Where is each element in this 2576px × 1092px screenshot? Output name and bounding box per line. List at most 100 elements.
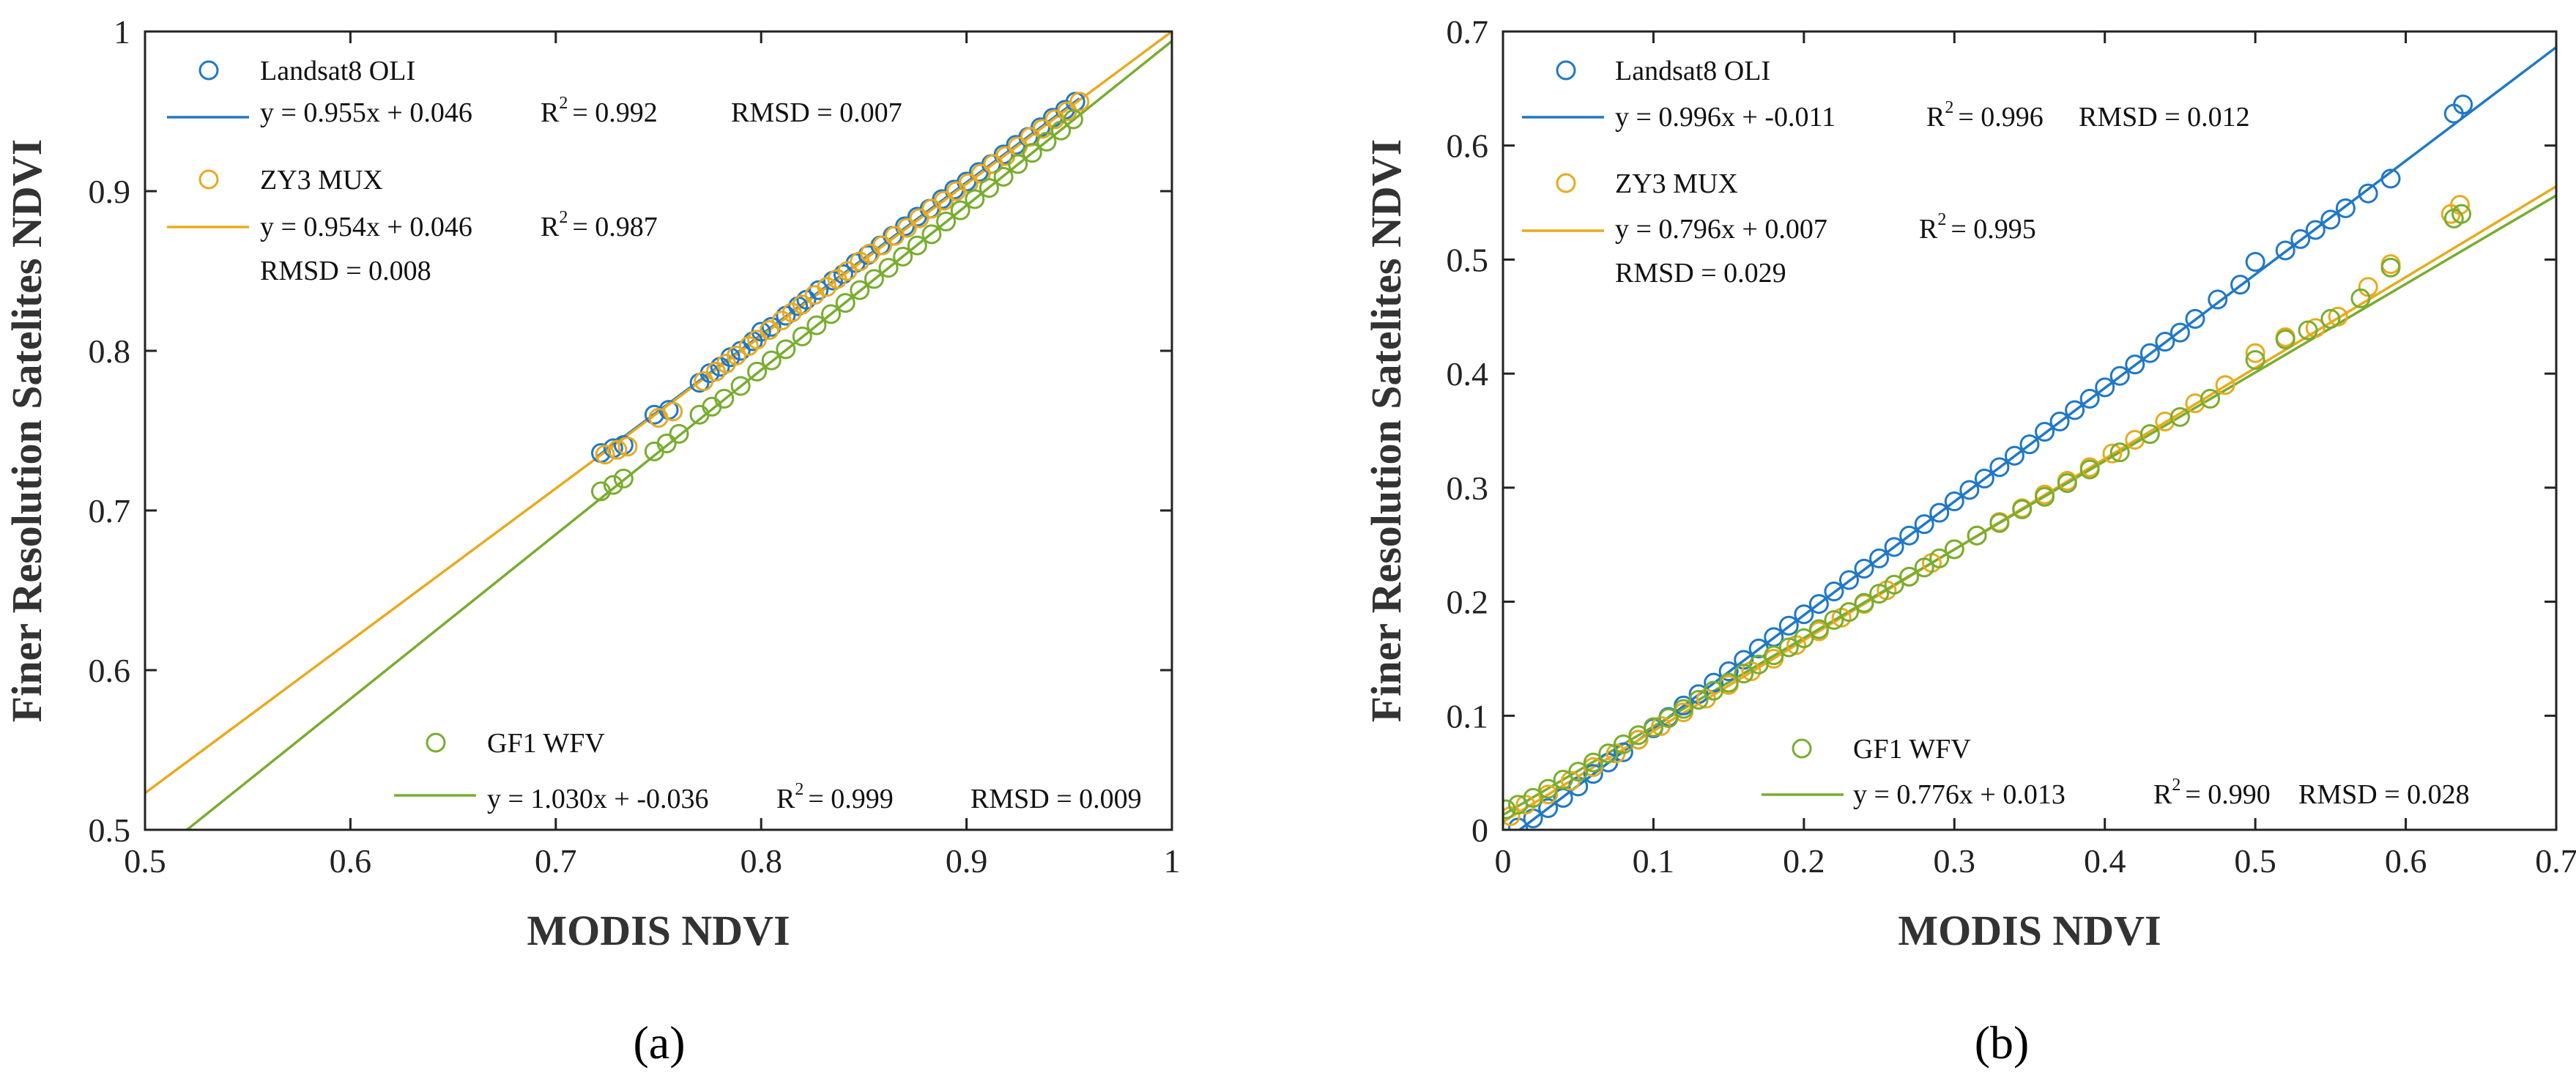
- legend-r-squared: R2 = 0.999: [776, 780, 894, 814]
- legend-series-name: GF1 WFV: [1853, 734, 1971, 765]
- data-point: [2035, 486, 2055, 507]
- legend-marker: [198, 60, 219, 81]
- data-point: [850, 280, 870, 300]
- legend-rmsd: RMSD = 0.029: [1615, 258, 1786, 289]
- data-point: [1718, 672, 1739, 693]
- data-point: [1063, 109, 1083, 130]
- axes-frame: [1502, 30, 2558, 831]
- y-tick-label: 0.2: [1447, 584, 1489, 621]
- data-point: [2245, 349, 2265, 370]
- fit-line-gf1: [185, 40, 1172, 830]
- data-point: [2275, 240, 2295, 261]
- data-point: [1959, 480, 1980, 500]
- data-point: [1794, 604, 1814, 625]
- data-point: [2451, 204, 2472, 224]
- legend-entry-zy3: ZY3 MUX y = 0.796x + 0.007 R2 = 0.995 RMSD =…: [1522, 168, 2036, 289]
- data-point: [1824, 609, 1844, 630]
- data-point: [2230, 275, 2251, 295]
- fit-line-landsat: [1517, 46, 2556, 830]
- data-point: [2320, 308, 2341, 329]
- legend-entry-gf1: GF1 WFV y = 0.776x + 0.013 R2 = 0.990 RMSD =…: [1762, 734, 2470, 810]
- data-point: [1503, 799, 1516, 820]
- legend-rmsd: RMSD = 0.007: [731, 97, 902, 128]
- data-point: [644, 404, 664, 425]
- panel-label: (b): [1975, 1017, 2030, 1069]
- data-point: [909, 208, 929, 229]
- data-point: [936, 211, 957, 231]
- data-point: [1899, 525, 1920, 546]
- data-point: [2139, 343, 2160, 363]
- data-point: [2200, 388, 2221, 409]
- x-tick-label: 0.3: [1934, 842, 1976, 880]
- data-point: [2049, 412, 2070, 432]
- series-gf1: [1503, 204, 2472, 820]
- x-tick-label: 0.2: [1783, 842, 1825, 880]
- legend-fit-equation: y = 0.955x + 0.046: [260, 97, 472, 128]
- data-point: [1808, 619, 1829, 639]
- data-point: [837, 261, 858, 281]
- data-point: [2275, 329, 2295, 349]
- data-point: [907, 235, 927, 256]
- data-point: [2169, 322, 2190, 343]
- legend-series-name: ZY3 MUX: [260, 165, 383, 196]
- legend-r-squared: R2 = 0.990: [2153, 776, 2271, 810]
- legend-entry-landsat: Landsat8 OLI y = 0.996x + -0.011 R2 = 0.996…: [1522, 56, 2250, 133]
- series-gf1: [590, 109, 1083, 502]
- data-point: [761, 350, 782, 371]
- data-point: [2245, 343, 2265, 363]
- legend-marker: [426, 732, 446, 753]
- data-point: [1583, 764, 1603, 784]
- panel-b: 0 0.1 0.2 0.3 0.4 0.5 0.6 0.7 0 0.1 0.2 0.3 0.4 0.5 0.…: [1362, 13, 2576, 1069]
- data-point: [835, 293, 855, 313]
- x-tick-label: 0.7: [2535, 842, 2576, 880]
- data-point: [833, 264, 853, 284]
- data-point: [2208, 289, 2228, 310]
- data-point: [1854, 593, 1874, 613]
- legend-series-name: ZY3 MUX: [1615, 168, 1738, 199]
- data-point: [2328, 306, 2348, 327]
- x-axis-title: MODIS NDVI: [527, 907, 790, 954]
- data-point: [2057, 473, 2077, 494]
- data-point: [747, 330, 768, 350]
- data-point: [2380, 257, 2401, 278]
- data-point: [759, 320, 779, 341]
- data-point: [2453, 94, 2473, 115]
- data-point: [656, 433, 677, 453]
- data-point: [1808, 594, 1829, 614]
- y-tick-label: 0.3: [1447, 469, 1489, 507]
- legend-r-squared: R2 = 0.996: [1926, 98, 2044, 133]
- x-axis-title: MODIS NDVI: [1898, 907, 2161, 954]
- data-point: [2139, 424, 2160, 445]
- legend-marker: [1792, 738, 1812, 759]
- data-point: [821, 304, 842, 324]
- legend-rmsd: RMSD = 0.028: [2298, 779, 2470, 810]
- data-point: [979, 178, 999, 198]
- data-point: [878, 258, 899, 278]
- data-point: [617, 437, 638, 457]
- data-point: [1944, 539, 1964, 560]
- series-zy3: [595, 92, 1090, 465]
- data-point: [921, 224, 942, 245]
- data-point: [893, 246, 913, 267]
- x-tick-label: 0.8: [740, 842, 782, 880]
- plot-content: [145, 31, 1172, 830]
- data-point: [669, 423, 689, 444]
- data-point: [1778, 637, 1799, 658]
- data-point: [1538, 779, 1559, 799]
- data-point: [1553, 769, 1573, 790]
- x-tick-label: 0.1: [1633, 842, 1675, 880]
- data-point: [761, 316, 782, 337]
- data-point: [1989, 457, 2010, 478]
- legend-series-name: GF1 WFV: [487, 728, 605, 759]
- data-point: [1974, 468, 1994, 489]
- data-point: [792, 294, 812, 315]
- data-point: [613, 468, 634, 489]
- data-point: [663, 401, 683, 422]
- data-point: [965, 189, 985, 209]
- data-point: [1838, 570, 1859, 590]
- data-point: [1008, 154, 1028, 174]
- legend-series-name: Landsat8 OLI: [260, 56, 415, 86]
- data-point: [1899, 566, 1920, 587]
- data-point: [1794, 628, 1814, 648]
- data-point: [1523, 787, 1543, 808]
